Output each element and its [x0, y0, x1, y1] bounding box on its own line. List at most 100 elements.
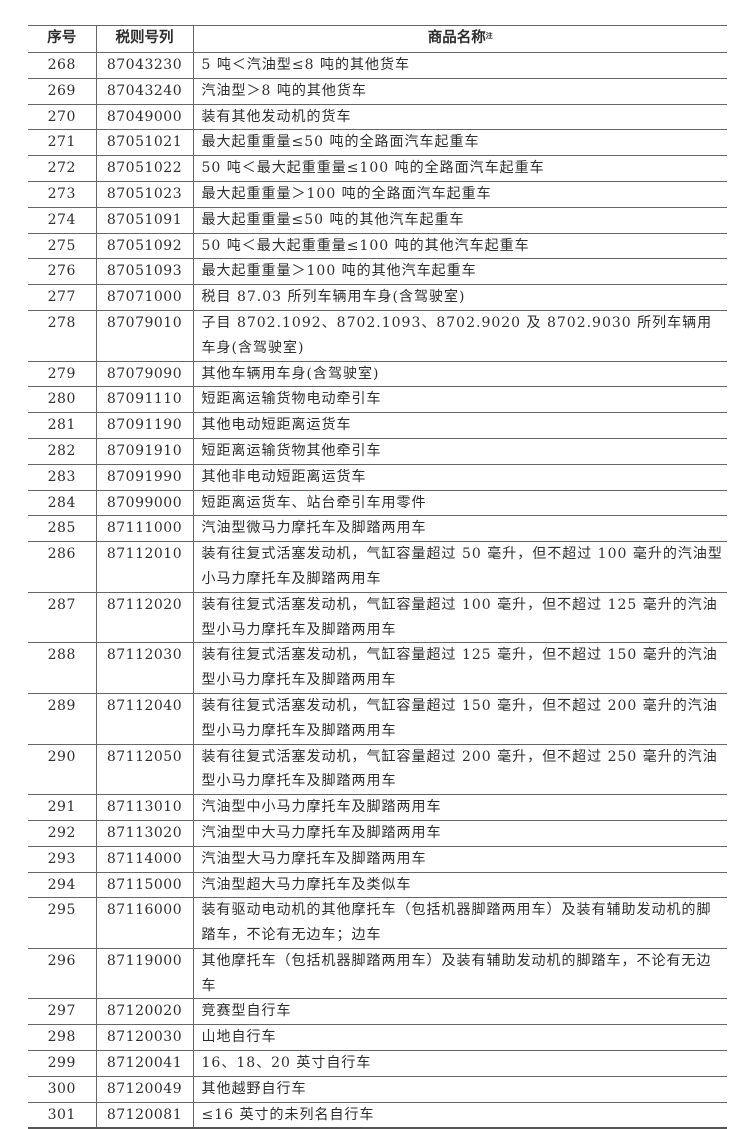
cell-code: 87051023 — [95, 180, 193, 208]
cell-seq: 274 — [28, 206, 96, 234]
cell-code: 87112010 — [95, 541, 193, 593]
header-code: 税则号列 — [95, 25, 193, 53]
cell-code: 87112050 — [95, 743, 193, 796]
cell-seq: 296 — [28, 947, 96, 1000]
table-row: 288 87112030 装有往复式活塞发动机，气缸容量超过 125 毫升，但不超过… — [28, 642, 727, 694]
cell-name: 16、18、20 英寸自行车 — [192, 1050, 727, 1077]
table-row: 292 87113020 汽油型中大马力摩托车及脚踏两用车 — [28, 819, 727, 847]
cell-name: 最大起重重量≤50 吨的其他汽车起重车 — [192, 206, 727, 234]
cell-code: 87091190 — [95, 412, 193, 439]
cell-seq: 298 — [28, 1024, 96, 1052]
table-row: 295 87116000 装有驱动电动机的其他摩托车（包括机器脚踏两用车）及装有辅助… — [28, 897, 727, 949]
cell-code: 87112020 — [95, 591, 193, 644]
cell-seq: 285 — [28, 515, 96, 543]
cell-code: 87091910 — [95, 437, 193, 465]
cell-name: 5 吨＜汽油型≤8 吨的其他货车 — [192, 52, 727, 79]
cell-seq: 295 — [28, 897, 96, 949]
cell-name: 其他电动短距离运货车 — [192, 412, 727, 439]
cell-code: 87043230 — [95, 52, 193, 79]
cell-seq: 289 — [28, 692, 96, 745]
header-name-note: 注 — [485, 31, 493, 40]
cell-name: 50 吨＜最大起重重量≤100 吨的全路面汽车起重车 — [192, 155, 727, 182]
cell-seq: 293 — [28, 845, 96, 873]
table-row: 278 87079010 子目 8702.1092、8702.1093、8702.9… — [28, 309, 727, 362]
cell-name: 其他非电动短距离运货车 — [192, 463, 727, 491]
cell-seq: 280 — [28, 386, 96, 414]
cell-seq: 269 — [28, 77, 96, 105]
cell-name: 山地自行车 — [192, 1024, 727, 1052]
table-row: 301 87120081 ≤16 英寸的未列名自行车 — [28, 1101, 727, 1129]
table-row: 298 87120030 山地自行车 — [28, 1024, 727, 1052]
cell-seq: 287 — [28, 591, 96, 644]
cell-code: 87079090 — [95, 360, 193, 388]
cell-code: 87049000 — [95, 103, 193, 131]
cell-name: 汽油型超大马力摩托车及类似车 — [192, 871, 727, 899]
table-row: 300 87120049 其他越野自行车 — [28, 1075, 727, 1103]
table-row: 281 87091190 其他电动短距离运货车 — [28, 412, 727, 439]
cell-seq: 283 — [28, 463, 96, 491]
table-row: 290 87112050 装有往复式活塞发动机，气缸容量超过 200 毫升，但不超过… — [28, 743, 727, 796]
table-row: 282 87091910 短距离运输货物其他牵引车 — [28, 437, 727, 465]
cell-code: 87091110 — [95, 386, 193, 414]
cell-code: 87051022 — [95, 155, 193, 182]
table-row: 277 87071000 税目 87.03 所列车辆用车身(含驾驶室) — [28, 284, 727, 311]
table-header-row: 序号 税则号列 商品名称注 — [28, 25, 727, 53]
header-seq: 序号 — [28, 25, 96, 53]
cell-code: 87079010 — [95, 309, 193, 362]
header-name: 商品名称注 — [192, 25, 727, 53]
table-row: 273 87051023 最大起重重量＞100 吨的全路面汽车起重车 — [28, 180, 727, 208]
cell-name: 装有往复式活塞发动机，气缸容量超过 100 毫升，但不超过 125 毫升的汽油型… — [192, 591, 727, 644]
table-row: 269 87043240 汽油型＞8 吨的其他货车 — [28, 77, 727, 105]
header-name-text: 商品名称 — [427, 29, 486, 46]
cell-code: 87113020 — [95, 819, 193, 847]
cell-name: 短距离运输货物其他牵引车 — [192, 437, 727, 465]
table-row: 296 87119000 其他摩托车（包括机器脚踏两用车）及装有辅助发动机的脚踏车，… — [28, 947, 727, 1000]
cell-name: 装有其他发动机的货车 — [192, 103, 727, 131]
cell-code: 87113010 — [95, 794, 193, 821]
cell-seq: 278 — [28, 309, 96, 362]
cell-name: ≤16 英寸的未列名自行车 — [192, 1101, 727, 1129]
cell-seq: 294 — [28, 871, 96, 899]
cell-code: 87116000 — [95, 897, 193, 949]
cell-code: 87051092 — [95, 232, 193, 260]
cell-name: 短距离运输货物电动牵引车 — [192, 386, 727, 414]
cell-seq: 281 — [28, 412, 96, 439]
table-row: 299 87120041 16、18、20 英寸自行车 — [28, 1050, 727, 1077]
cell-seq: 279 — [28, 360, 96, 388]
cell-name: 其他车辆用车身(含驾驶室) — [192, 360, 727, 388]
cell-code: 87051021 — [95, 129, 193, 157]
cell-seq: 288 — [28, 642, 96, 694]
table-row: 274 87051091 最大起重重量≤50 吨的其他汽车起重车 — [28, 206, 727, 234]
cell-name: 汽油型中大马力摩托车及脚踏两用车 — [192, 819, 727, 847]
cell-name: 其他摩托车（包括机器脚踏两用车）及装有辅助发动机的脚踏车，不论有无边车 — [192, 947, 727, 1000]
cell-code: 87115000 — [95, 871, 193, 899]
cell-code: 87120081 — [95, 1101, 193, 1129]
cell-name: 装有往复式活塞发动机，气缸容量超过 125 毫升，但不超过 150 毫升的汽油型… — [192, 642, 727, 694]
cell-code: 87051091 — [95, 206, 193, 234]
cell-seq: 270 — [28, 103, 96, 131]
cell-name: 汽油型＞8 吨的其他货车 — [192, 77, 727, 105]
cell-code: 87043240 — [95, 77, 193, 105]
table-row: 284 87099000 短距离运货车、站台牵引车用零件 — [28, 489, 727, 517]
cell-seq: 282 — [28, 437, 96, 465]
table-row: 286 87112010 装有往复式活塞发动机，气缸容量超过 50 毫升，但不超过 … — [28, 541, 727, 593]
tariff-table: 序号 税则号列 商品名称注 268 87043230 5 吨＜汽油型≤8 吨的其他货… — [28, 25, 727, 1129]
cell-seq: 297 — [28, 998, 96, 1026]
cell-code: 87112030 — [95, 642, 193, 694]
cell-seq: 275 — [28, 232, 96, 260]
cell-code: 87071000 — [95, 284, 193, 311]
table-row: 294 87115000 汽油型超大马力摩托车及类似车 — [28, 871, 727, 899]
cell-seq: 272 — [28, 155, 96, 182]
table-row: 268 87043230 5 吨＜汽油型≤8 吨的其他货车 — [28, 52, 727, 79]
table-row: 272 87051022 50 吨＜最大起重重量≤100 吨的全路面汽车起重车 — [28, 155, 727, 182]
cell-name: 最大起重重量≤50 吨的全路面汽车起重车 — [192, 129, 727, 157]
cell-name: 短距离运货车、站台牵引车用零件 — [192, 489, 727, 517]
cell-seq: 290 — [28, 743, 96, 796]
table-row: 271 87051021 最大起重重量≤50 吨的全路面汽车起重车 — [28, 129, 727, 157]
cell-code: 87120030 — [95, 1024, 193, 1052]
cell-name: 子目 8702.1092、8702.1093、8702.9020 及 8702.… — [192, 309, 727, 362]
table-row: 270 87049000 装有其他发动机的货车 — [28, 103, 727, 131]
cell-seq: 273 — [28, 180, 96, 208]
table-row: 276 87051093 最大起重重量＞100 吨的其他汽车起重车 — [28, 258, 727, 286]
table-body: 268 87043230 5 吨＜汽油型≤8 吨的其他货车 269 87043240 汽油… — [28, 52, 727, 1129]
